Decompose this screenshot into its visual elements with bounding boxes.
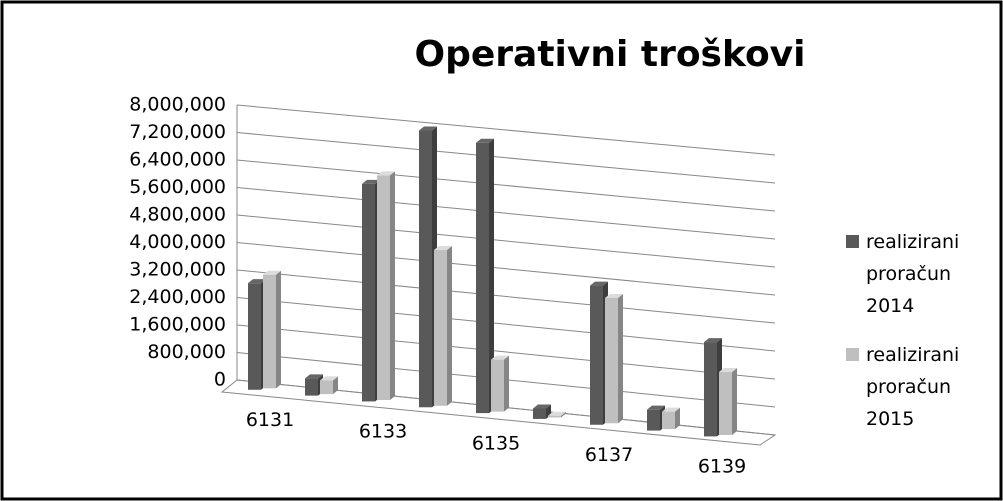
bar-top [647, 405, 665, 410]
bar-front [704, 342, 717, 437]
bar-front [719, 372, 732, 435]
bar-front [548, 415, 561, 418]
grid-line [236, 159, 776, 212]
bar-top [605, 293, 623, 298]
bar [605, 293, 623, 424]
bar-front [605, 297, 618, 424]
bar-top [263, 270, 281, 275]
bar-front [590, 285, 603, 425]
bar [548, 411, 566, 418]
bar-side [390, 171, 395, 400]
legend-swatch [846, 348, 859, 361]
bar-top [248, 279, 266, 284]
bar-top [590, 281, 608, 286]
bar-front [377, 175, 390, 400]
bar-top [377, 171, 395, 176]
bar-side [675, 407, 680, 430]
bar-front [419, 130, 432, 408]
bar-front [362, 183, 375, 402]
x-tick-label: 6133 [359, 421, 407, 443]
bar-top [434, 246, 452, 251]
bar-top [320, 376, 338, 381]
bar-front [533, 408, 546, 419]
bar-front [662, 411, 675, 430]
grid-line [236, 324, 776, 380]
bar-front [248, 283, 261, 390]
bar-side [489, 138, 494, 414]
x-tick-label: 6135 [472, 432, 520, 454]
legend-label: realizirani proračun 2015 [866, 344, 959, 430]
grid-line [236, 214, 776, 268]
bar-top [419, 126, 437, 131]
x-tick-label: 6139 [698, 456, 746, 478]
bar-top [491, 355, 509, 360]
bar-side [504, 355, 509, 412]
bar-top [476, 138, 494, 143]
bar-top [548, 411, 566, 416]
bar-front [647, 409, 660, 431]
bar [248, 279, 266, 390]
y-tick-label: 1,600,000 [129, 314, 226, 336]
grid-line [236, 132, 776, 184]
grid-line [236, 269, 776, 324]
y-tick-label: 0 [214, 369, 226, 391]
bar [719, 368, 737, 435]
y-tick-label: 4,800,000 [129, 204, 226, 226]
bar-front [476, 142, 489, 414]
bar [377, 171, 395, 400]
chart-title: Operativni troškovi [415, 34, 806, 75]
y-tick-label: 800,000 [147, 341, 226, 363]
bar-top [533, 404, 551, 409]
grid-line [236, 297, 776, 352]
bar [263, 270, 281, 389]
legend-swatch [846, 235, 859, 248]
bar-top [662, 407, 680, 412]
y-tick-label: 4,000,000 [129, 231, 226, 253]
x-tick-label: 6137 [585, 444, 633, 466]
bar-side [561, 411, 566, 418]
bar [491, 355, 509, 412]
bar-side [732, 368, 737, 435]
y-tick-label: 3,200,000 [129, 259, 226, 281]
bar-top [704, 338, 722, 343]
y-tick-label: 2,400,000 [129, 286, 226, 308]
bar-top [305, 374, 323, 379]
legend-label: realizirani proračun 2014 [866, 231, 959, 317]
x-tick-label: 6131 [246, 409, 294, 431]
bar-top [719, 368, 737, 373]
bar [662, 407, 680, 430]
bar [320, 376, 338, 395]
grid-line [236, 187, 776, 240]
bar-front [434, 250, 447, 406]
bar-side [618, 293, 623, 424]
bar-front [491, 359, 504, 412]
bar-side [333, 376, 338, 395]
bar-front [320, 380, 333, 395]
bar-side [276, 270, 281, 389]
grid-line [236, 242, 776, 296]
y-tick-label: 5,600,000 [129, 176, 226, 198]
grid-line [236, 104, 776, 156]
y-tick-label: 8,000,000 [129, 94, 226, 116]
y-tick-label: 7,200,000 [129, 121, 226, 143]
y-tick-label: 6,400,000 [129, 149, 226, 171]
bar-top [362, 179, 380, 184]
bar-side [447, 246, 452, 406]
bar [476, 138, 494, 414]
bar [434, 246, 452, 406]
bar-front [305, 378, 318, 396]
bar-front [263, 274, 276, 389]
